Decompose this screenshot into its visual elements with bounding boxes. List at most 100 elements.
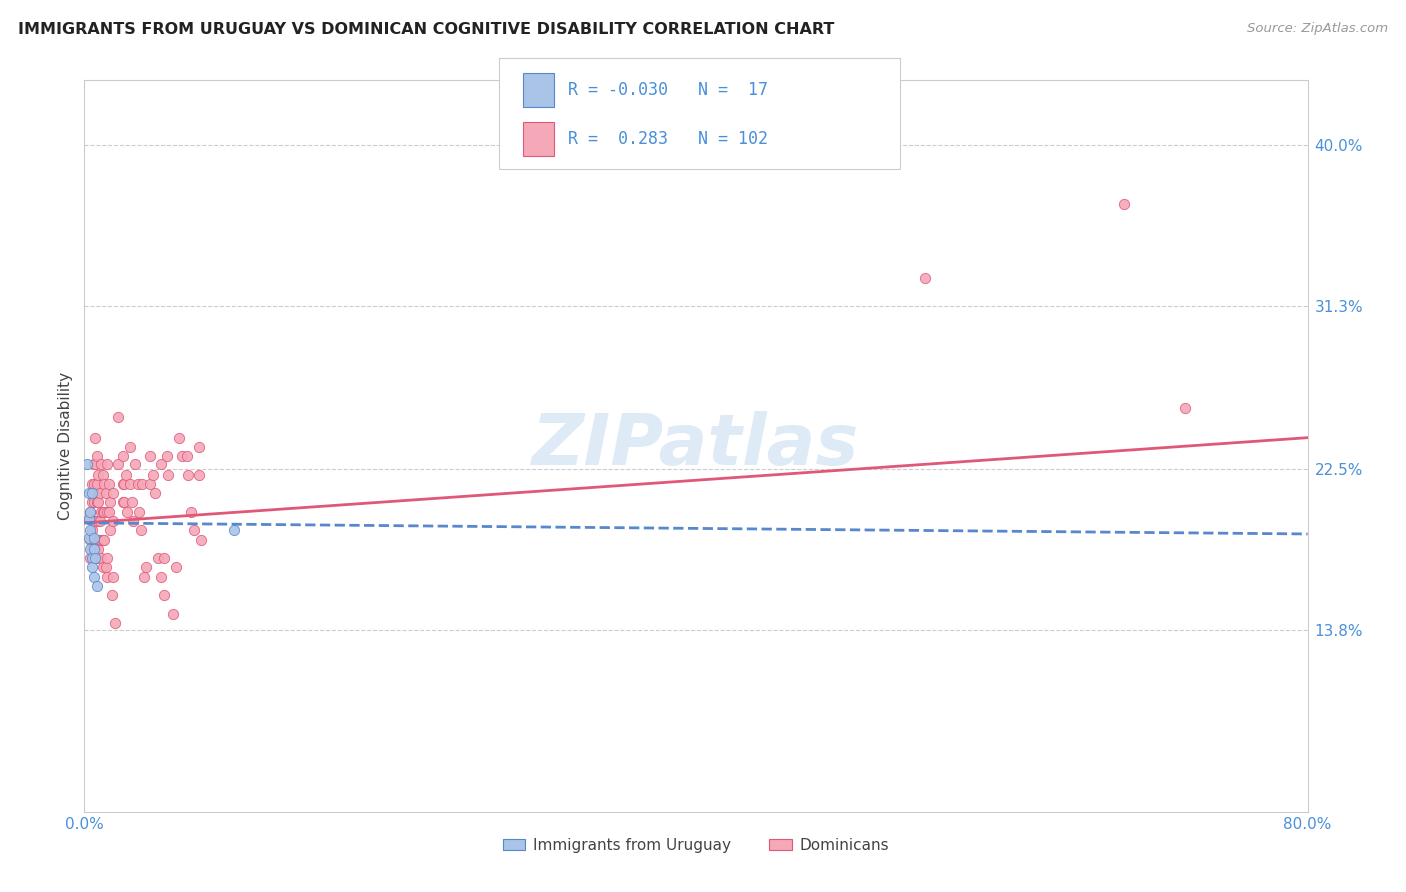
Point	[177, 467, 200, 482]
Point	[83, 514, 105, 528]
Point	[96, 505, 118, 519]
Point	[142, 467, 165, 482]
Point	[129, 523, 152, 537]
Point	[83, 533, 105, 547]
Point	[103, 569, 125, 583]
Point	[183, 523, 205, 537]
Point	[103, 514, 125, 528]
Point	[111, 495, 134, 509]
Point	[167, 431, 190, 445]
Point	[79, 505, 101, 519]
Point	[1114, 197, 1136, 211]
Point	[91, 467, 114, 482]
Point	[176, 449, 198, 463]
Point	[87, 514, 110, 528]
Point	[86, 477, 108, 491]
Point	[79, 505, 101, 519]
Legend: Immigrants from Uruguay, Dominicans: Immigrants from Uruguay, Dominicans	[496, 831, 896, 859]
Point	[76, 457, 98, 471]
Point	[84, 514, 107, 528]
Point	[91, 533, 114, 547]
Point	[107, 410, 129, 425]
Point	[93, 477, 115, 491]
Point	[89, 514, 111, 528]
Point	[1174, 401, 1197, 415]
Point	[97, 477, 120, 491]
Point	[153, 551, 176, 566]
Point	[120, 440, 142, 454]
Point	[93, 533, 115, 547]
Point	[93, 505, 115, 519]
Point	[143, 486, 166, 500]
Point	[80, 495, 103, 509]
Point	[84, 486, 107, 500]
Point	[149, 569, 172, 583]
Point	[80, 486, 103, 500]
Point	[165, 560, 187, 574]
Point	[132, 569, 155, 583]
Point	[94, 486, 117, 500]
Point	[188, 467, 211, 482]
Point	[80, 551, 103, 566]
Point	[112, 477, 135, 491]
Text: ZIPatlas: ZIPatlas	[533, 411, 859, 481]
Point	[87, 495, 110, 509]
Text: Source: ZipAtlas.com: Source: ZipAtlas.com	[1247, 22, 1388, 36]
Point	[89, 533, 111, 547]
Point	[89, 486, 111, 500]
Point	[83, 569, 105, 583]
Point	[135, 560, 157, 574]
Point	[84, 431, 107, 445]
Point	[83, 495, 105, 509]
Point	[96, 457, 118, 471]
Point	[80, 523, 103, 537]
Text: R =  0.283   N = 102: R = 0.283 N = 102	[568, 130, 768, 148]
Point	[249, 827, 271, 841]
Point	[157, 467, 180, 482]
Point	[86, 449, 108, 463]
Point	[139, 449, 162, 463]
Point	[96, 551, 118, 566]
Point	[83, 531, 105, 545]
Point	[172, 449, 194, 463]
Point	[153, 588, 176, 602]
Point	[84, 457, 107, 471]
Point	[79, 523, 101, 537]
Point	[96, 569, 118, 583]
Point	[86, 579, 108, 593]
Point	[83, 457, 105, 471]
Point	[90, 533, 112, 547]
Point	[77, 531, 100, 545]
Point	[122, 514, 145, 528]
Point	[128, 505, 150, 519]
Point	[103, 486, 125, 500]
Point	[224, 523, 246, 537]
Point	[77, 512, 100, 526]
Point	[121, 495, 143, 509]
Point	[86, 533, 108, 547]
Point	[79, 533, 101, 547]
Point	[101, 588, 124, 602]
Point	[90, 457, 112, 471]
Point	[98, 523, 121, 537]
Text: IMMIGRANTS FROM URUGUAY VS DOMINICAN COGNITIVE DISABILITY CORRELATION CHART: IMMIGRANTS FROM URUGUAY VS DOMINICAN COG…	[18, 22, 835, 37]
Point	[90, 551, 112, 566]
Point	[91, 505, 114, 519]
Point	[115, 505, 138, 519]
Point	[127, 477, 149, 491]
Point	[149, 457, 172, 471]
Point	[80, 560, 103, 574]
Point	[104, 615, 127, 630]
Point	[77, 486, 100, 500]
Point	[80, 477, 103, 491]
Point	[98, 495, 121, 509]
Point	[114, 467, 136, 482]
Point	[112, 495, 135, 509]
Point	[97, 505, 120, 519]
Point	[77, 512, 100, 526]
Point	[124, 457, 146, 471]
Point	[146, 551, 169, 566]
Y-axis label: Cognitive Disability: Cognitive Disability	[58, 372, 73, 520]
Text: R = -0.030   N =  17: R = -0.030 N = 17	[568, 81, 768, 99]
Point	[162, 607, 184, 621]
